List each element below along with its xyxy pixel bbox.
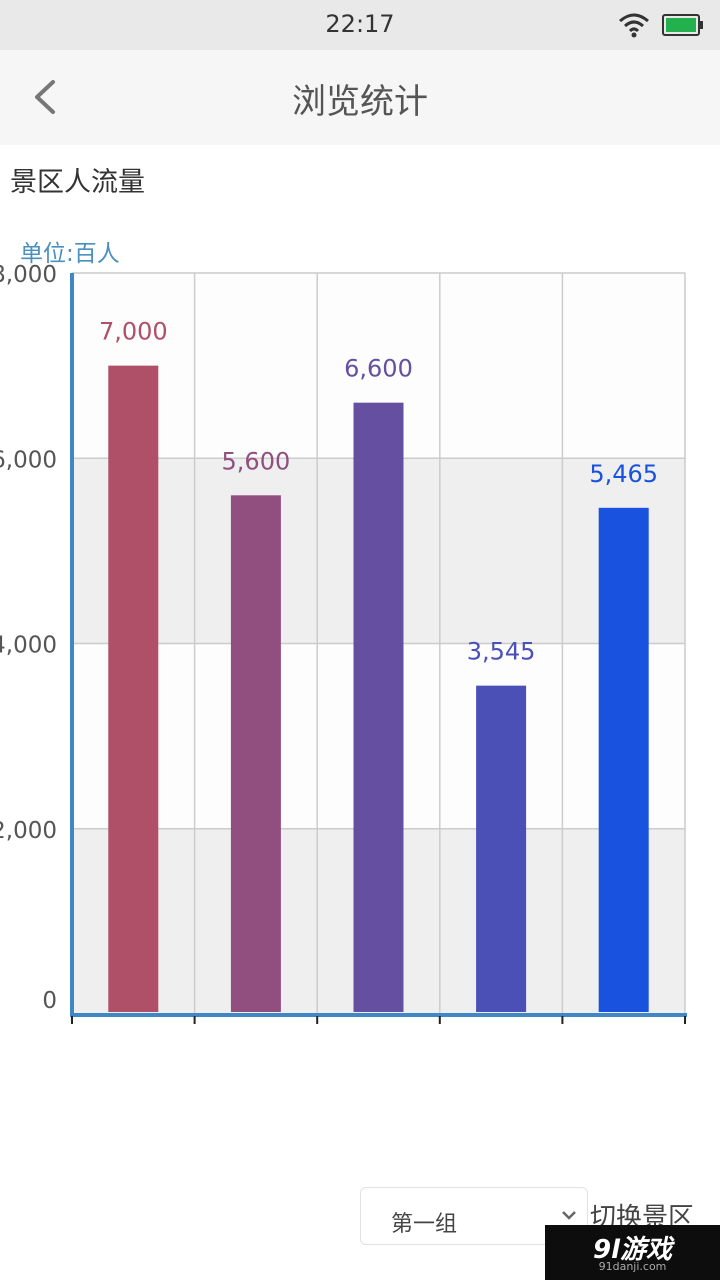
- wifi-icon: [619, 13, 649, 38]
- status-bar: 22:17: [0, 0, 720, 50]
- bar: [476, 685, 527, 1012]
- unit-label: 单位:百人: [20, 241, 120, 267]
- bar-chart: 0 2,000 4,000 6,000 8,000 7,000 5,600 6,600 3,54…: [0, 262, 687, 1024]
- bar-value-label: 5,465: [589, 460, 658, 488]
- nav-bar: 浏览统计: [0, 50, 720, 145]
- watermark-url: 91danji.com: [598, 1260, 667, 1273]
- bar: [108, 365, 159, 1012]
- bar: [230, 495, 281, 1012]
- y-tick-label: 0: [42, 988, 57, 1014]
- bar: [353, 402, 404, 1012]
- group-select-value: 第一组: [391, 1212, 458, 1237]
- chevron-left-icon: [35, 80, 55, 114]
- bar-value-label: 7,000: [99, 318, 168, 346]
- bar: [598, 507, 649, 1012]
- y-tick-label: 8,000: [0, 262, 57, 288]
- watermark: 9l游戏 91danji.com: [545, 1225, 720, 1280]
- y-tick-label: 6,000: [0, 447, 57, 473]
- bar-value-label: 3,545: [467, 638, 536, 666]
- bar-value-label: 5,600: [222, 447, 291, 475]
- page-title: 浏览统计: [292, 82, 428, 122]
- battery-icon: [662, 14, 703, 36]
- y-tick-label: 4,000: [0, 633, 57, 659]
- section-title: 景区人流量: [10, 167, 145, 198]
- status-time: 22:17: [325, 10, 395, 38]
- chevron-down-icon: [562, 1211, 576, 1220]
- y-tick-label: 2,000: [0, 818, 57, 844]
- watermark-logo: 9l游戏: [592, 1235, 672, 1265]
- bar-value-label: 6,600: [344, 355, 413, 383]
- back-button[interactable]: [20, 72, 70, 122]
